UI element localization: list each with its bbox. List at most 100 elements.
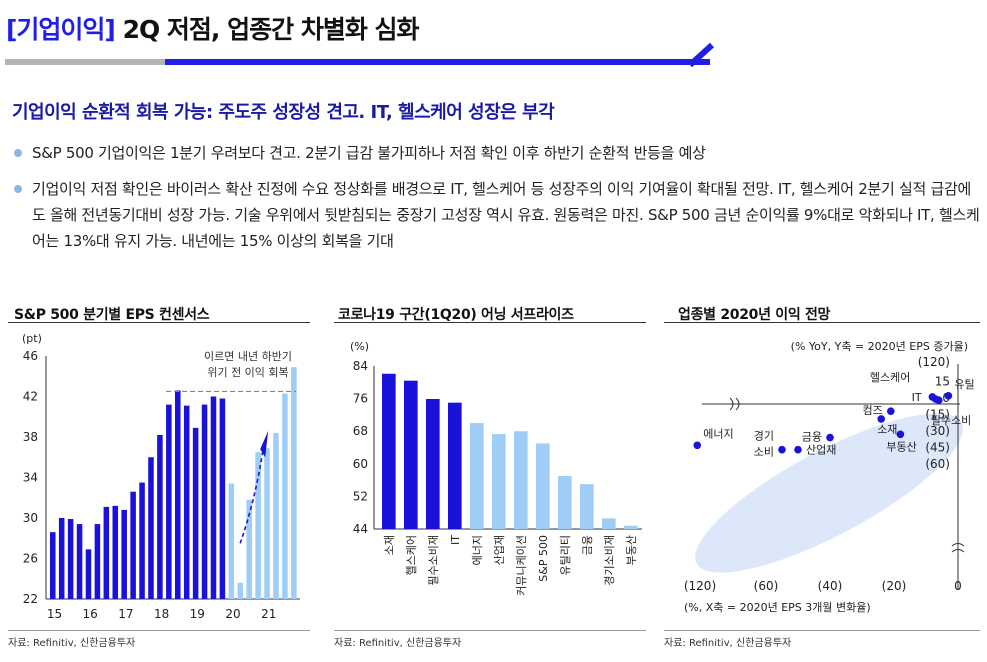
surprise-bar xyxy=(602,518,616,529)
surprise-bar xyxy=(404,380,418,529)
title-text: 2Q 저점, 업종간 차별화 심화 xyxy=(122,15,420,44)
y-tick-label: 60 xyxy=(353,457,368,471)
eps-bar xyxy=(85,549,92,599)
source-divider xyxy=(664,630,980,631)
y-tick-label: 38 xyxy=(23,430,38,444)
x-tick-label: 필수소비재 xyxy=(427,535,440,586)
surprise-bar xyxy=(426,399,440,529)
surprise-bar xyxy=(448,402,462,529)
arrow-head-icon xyxy=(260,430,269,458)
x-tick-label: (120) xyxy=(684,579,716,593)
eps-bar xyxy=(282,393,288,599)
y-tick-label: 42 xyxy=(23,390,38,404)
eps-bar xyxy=(255,452,261,599)
eps-bar xyxy=(76,524,83,599)
point-label: 헬스케어 xyxy=(870,371,910,384)
panel-divider xyxy=(334,322,646,323)
y-unit-label: (pt) xyxy=(22,332,42,345)
y-tick-label: 34 xyxy=(23,471,38,485)
point-label: 유틸 xyxy=(954,378,974,391)
surprise-bar xyxy=(624,525,638,529)
y-unit-label: (%) xyxy=(350,340,369,353)
bullet-dot xyxy=(14,149,22,157)
title-tag: [기업이익] xyxy=(6,15,116,44)
point-label: 필수소비 xyxy=(931,414,971,427)
y-tick-label: 52 xyxy=(353,489,368,503)
x-tick-label: IT xyxy=(449,535,462,545)
surprise-bar xyxy=(514,431,528,529)
bullet-text: S&P 500 기업이익은 1분기 우려보다 견고. 2분기 급감 불가피하나 … xyxy=(32,144,706,162)
x-tick-label: 커뮤니케이션 xyxy=(515,535,528,596)
bullet-text: 기업이익 저점 확인은 바이러스 확산 진정에 수요 정상화를 배경으로 IT,… xyxy=(32,180,980,250)
sector-point xyxy=(826,433,834,442)
eps-bar xyxy=(175,390,181,599)
section-subtitle: 기업이익 순환적 회복 가능: 주도주 성장성 견고. IT, 헬스케어 성장은… xyxy=(12,102,555,123)
x-tick-label: (40) xyxy=(818,579,843,593)
source-note: 자료: Refinitiv, 신한금융투자 xyxy=(664,638,792,649)
eps-bar xyxy=(273,432,279,599)
y-tick-label: 26 xyxy=(23,552,38,566)
sector-point xyxy=(877,415,885,423)
point-label: 소비 xyxy=(754,446,774,459)
x-tick-label: 17 xyxy=(118,607,133,621)
eps-bar xyxy=(121,509,127,599)
eps-bar xyxy=(210,396,217,599)
point-label: 소재 xyxy=(877,423,897,436)
eps-bar xyxy=(112,505,119,599)
x-tick-label: 15 xyxy=(47,607,62,621)
panel-title-eps: S&P 500 분기별 EPS 컨센서스 xyxy=(14,307,210,323)
x-tick-label: 금융 xyxy=(581,535,594,555)
y-tick-label: 22 xyxy=(23,592,38,606)
x-tick-label: (20) xyxy=(882,579,907,593)
point-label: 경기 xyxy=(754,430,774,443)
surprise-bar xyxy=(382,373,396,529)
annotation-text: 위기 전 이익 회복 xyxy=(207,366,288,379)
sector-point xyxy=(944,392,953,400)
source-divider xyxy=(334,630,646,631)
y-tick-label: 76 xyxy=(353,392,368,406)
eps-bar xyxy=(219,398,226,599)
bullet-dot xyxy=(14,185,22,193)
eps-bar xyxy=(246,499,252,599)
surprise-bar xyxy=(470,423,484,529)
eps-bar xyxy=(139,482,145,599)
x-tick-label: 부동산 xyxy=(625,535,638,565)
x-tick-label: 유틸리티 xyxy=(559,535,572,575)
panel-title-sector: 업종별 2020년 이익 전망 xyxy=(678,307,831,323)
point-label: 금융 xyxy=(802,431,822,444)
x-tick-label: 0 xyxy=(954,579,962,593)
sector-point xyxy=(896,430,905,439)
eps-bar xyxy=(291,367,297,599)
eps-bar xyxy=(94,524,101,599)
eps-bar xyxy=(157,434,163,599)
eps-bar xyxy=(103,506,110,599)
sector-point xyxy=(778,445,786,454)
eps-bar xyxy=(67,519,74,599)
y-tick-label: 44 xyxy=(353,522,368,536)
sector-point xyxy=(693,441,702,450)
surprise-bar xyxy=(536,443,550,529)
eps-bar xyxy=(228,483,235,599)
y-tick-label: (30) xyxy=(925,424,950,438)
y-tick-label: 30 xyxy=(23,511,38,525)
x-tick-label: 산업재 xyxy=(493,535,506,565)
annotation-text: 이르면 내년 하반기 xyxy=(204,349,292,363)
y-tick-label: 84 xyxy=(353,359,368,373)
y-tick-label: (60) xyxy=(925,457,950,471)
y-tick-label: (120) xyxy=(918,355,950,369)
sector-scatter-chart: (% YoY, Y축 = 2020년 EPS 증가율) (%, X축 = 2020… xyxy=(684,340,975,614)
x-tick-label: 에너지 xyxy=(471,535,484,565)
surprise-bar xyxy=(580,484,594,529)
eps-bar xyxy=(183,405,190,599)
surprise-bar xyxy=(558,476,572,529)
eps-bar xyxy=(264,448,270,599)
x-tick-label: 20 xyxy=(225,607,240,621)
sector-point xyxy=(887,407,895,415)
point-label: IT xyxy=(912,391,922,404)
panel-divider xyxy=(8,322,310,323)
sector-point xyxy=(794,445,802,454)
source-note: 자료: Refinitiv, 신한금융투자 xyxy=(8,638,136,649)
eps-bar xyxy=(192,427,199,599)
source-note: 자료: Refinitiv, 신한금융투자 xyxy=(334,638,462,649)
eps-bar xyxy=(237,582,244,599)
